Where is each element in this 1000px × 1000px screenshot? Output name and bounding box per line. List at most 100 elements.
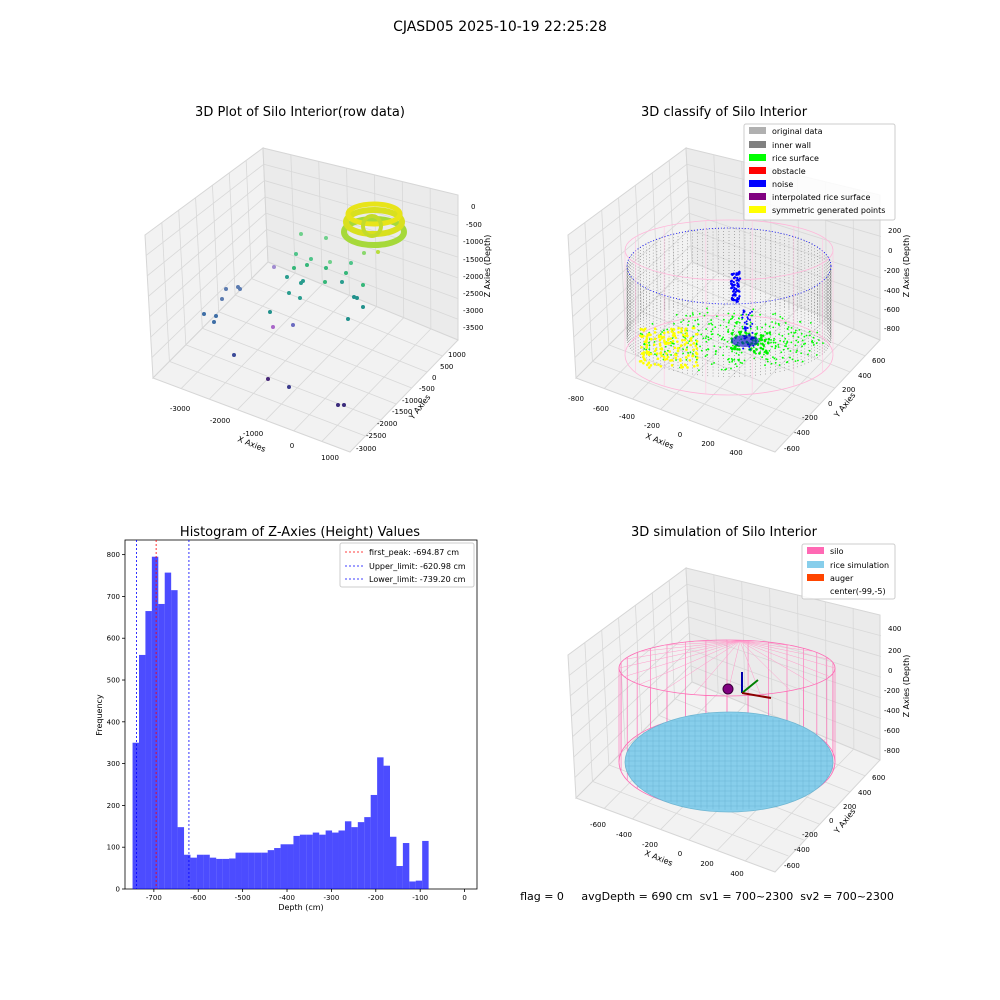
histogram-xtick: -400 <box>279 894 295 902</box>
rice-surface-point <box>731 359 734 362</box>
noise-point <box>748 318 751 321</box>
symmetric-point <box>696 332 699 336</box>
grid-line <box>346 168 350 296</box>
silo-roof-wire <box>618 640 741 669</box>
rice-surface-point <box>708 323 710 325</box>
rice-surface-point <box>732 329 734 332</box>
histogram-bar <box>287 844 294 889</box>
symmetric-point <box>695 340 699 343</box>
symmetric-point <box>670 364 674 367</box>
rice-surface-point <box>682 319 685 322</box>
raw-ztick: -1000 <box>463 238 483 246</box>
noise-point <box>742 310 745 313</box>
raw-xtick: 0 <box>290 442 294 450</box>
grid-line <box>660 295 773 410</box>
raw-point <box>309 257 313 261</box>
symmetric-point <box>649 352 653 356</box>
histogram-ytick: 700 <box>107 593 120 601</box>
rice-surface-point <box>800 332 803 335</box>
rice-surface-point <box>772 356 774 359</box>
rice-surface-point <box>765 358 768 360</box>
rice-surface-point <box>666 328 669 331</box>
rice-surface-point <box>781 356 784 359</box>
grid-line <box>797 594 800 727</box>
histogram-bar <box>196 854 204 889</box>
grid-line <box>218 311 412 389</box>
rice-surface-point <box>765 351 768 355</box>
rice-surface-point <box>648 348 651 351</box>
symmetric-point <box>653 349 657 353</box>
symmetric-point <box>683 343 687 346</box>
rice-surface-point <box>739 361 742 364</box>
rice-surface-point <box>733 358 736 361</box>
rice-surface-point <box>778 364 781 366</box>
rice-surface-point <box>692 325 695 328</box>
rice-surface-point <box>695 358 698 361</box>
grid-line <box>688 212 882 279</box>
grid-line <box>169 361 366 437</box>
rice-surface-point <box>761 326 763 329</box>
symmetric-point <box>680 327 683 330</box>
legend-label: symmetric generated points <box>772 206 885 215</box>
raw-point <box>346 317 350 321</box>
classify-ylabel: Y Axies <box>832 391 858 420</box>
raw-ytick: -500 <box>419 385 435 393</box>
symmetric-point <box>647 361 650 365</box>
symmetric-point <box>683 363 687 367</box>
rice-surface-point <box>803 335 806 338</box>
symmetric-point <box>686 366 689 369</box>
rice-surface-point <box>727 312 730 315</box>
grid-line <box>195 197 203 329</box>
grid-line <box>690 245 882 320</box>
grid-line <box>689 229 882 299</box>
rice-surface-point <box>752 308 755 311</box>
rice-surface-point <box>714 353 717 356</box>
rice-surface-point <box>777 322 780 325</box>
histogram-ytick: 800 <box>107 551 120 559</box>
grid-line <box>293 317 405 432</box>
raw-point <box>220 297 224 301</box>
symmetric-point <box>694 360 698 364</box>
rice-surface-point <box>808 334 811 337</box>
symmetric-point <box>676 349 680 353</box>
rice-surface-point <box>795 339 798 342</box>
legend-label: first_peak: -694.87 cm <box>369 548 459 557</box>
symmetric-point <box>679 366 683 369</box>
rice-surface-point <box>791 358 794 361</box>
rice-surface-point <box>711 323 714 326</box>
raw-point <box>324 236 328 240</box>
raw-ytick: -2500 <box>366 432 386 440</box>
rice-surface-point <box>793 332 795 334</box>
raw-point <box>323 280 327 284</box>
symmetric-point <box>663 358 667 361</box>
rice-surface-point <box>771 345 773 348</box>
rice-surface-point <box>672 342 674 345</box>
histogram-bar <box>344 821 352 889</box>
symmetric-point <box>687 354 690 357</box>
symmetric-point <box>640 345 643 349</box>
rice-surface-point <box>689 351 692 354</box>
rice-surface-point <box>704 355 707 358</box>
rice-surface-point <box>687 324 689 326</box>
raw-ytick: -1000 <box>402 397 422 405</box>
rice-surface-point <box>772 313 774 316</box>
histogram-ylabel: Frequency <box>95 694 104 736</box>
classify-ztick: 200 <box>888 227 901 235</box>
rice-surface-point <box>710 322 713 325</box>
grid-line <box>147 180 265 277</box>
raw-point <box>294 252 298 256</box>
symmetric-point <box>665 341 669 344</box>
raw-point <box>212 320 216 324</box>
symmetric-point <box>647 350 651 354</box>
raw-point <box>287 291 291 295</box>
symmetric-point <box>666 330 670 334</box>
rice-surface-point <box>673 322 675 325</box>
rice-surface-point <box>707 348 709 350</box>
noise-point <box>743 321 746 324</box>
noise-point <box>734 293 737 297</box>
symmetric-point <box>660 347 664 351</box>
symmetric-point <box>660 336 664 340</box>
noise-point <box>731 294 734 297</box>
rice-surface-point <box>786 341 789 344</box>
